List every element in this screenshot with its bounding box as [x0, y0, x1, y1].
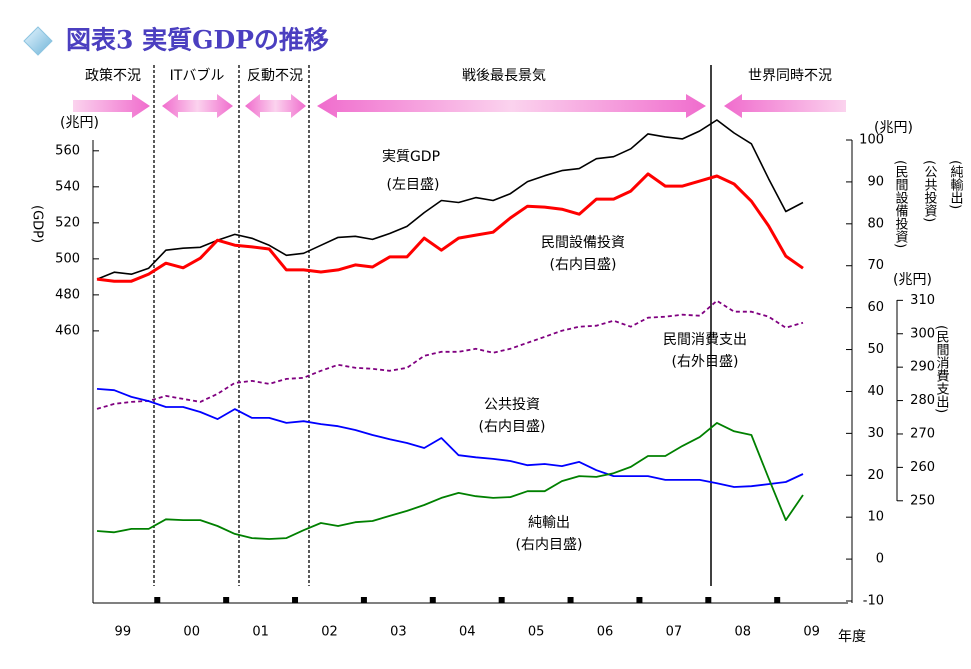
title-icon — [23, 26, 53, 56]
y2-tick-label: 100 — [859, 133, 884, 148]
y2-axis-title: (公共投資) — [922, 160, 938, 222]
series-label: 実質GDP — [382, 149, 440, 165]
y3-tick-label: 280 — [910, 393, 935, 408]
y2-tick-label: 40 — [867, 384, 884, 399]
y2-tick-label: 90 — [867, 174, 884, 189]
period-label: ITバブル — [170, 67, 225, 84]
x-tick-label: 01 — [252, 625, 269, 640]
year-marker — [498, 597, 505, 603]
y2-tick-label: 60 — [867, 300, 884, 315]
series-label: 民間設備投資 — [541, 235, 625, 251]
year-marker — [636, 597, 643, 603]
y-unit: (兆円) — [60, 115, 99, 131]
x-tick-label: 06 — [597, 625, 614, 640]
series-line — [96, 388, 804, 488]
y-tick-label: 480 — [55, 287, 80, 302]
y3-tick-label: 260 — [910, 460, 935, 475]
y3-axis-title: (民間消費支出) — [934, 325, 950, 413]
y2-tick-label: -10 — [863, 594, 884, 609]
year-marker — [223, 597, 230, 603]
year-marker — [567, 597, 574, 603]
period-arrows — [73, 94, 846, 118]
y3-unit: (兆円) — [893, 272, 932, 288]
x-tick-label: 05 — [528, 625, 545, 640]
x-axis-title: 年度 — [838, 629, 866, 645]
x-tick-label: 00 — [183, 625, 200, 640]
series-label: 公共投資 — [484, 397, 540, 413]
year-marker — [705, 597, 712, 603]
y2-tick-label: 80 — [867, 216, 884, 231]
y2-tick-label: 50 — [867, 342, 884, 357]
y2-unit: (兆円) — [874, 120, 913, 136]
x-tick-label: 02 — [321, 625, 338, 640]
series-note: (右内目盛) — [550, 257, 617, 273]
series-note: (右外目盛) — [672, 354, 739, 370]
y2-tick-label: 0 — [876, 552, 884, 567]
series-line — [96, 422, 804, 540]
x-tick-label: 07 — [666, 625, 683, 640]
year-marker — [292, 597, 299, 603]
y-axis-title: (GDP) — [30, 205, 45, 243]
year-marker — [774, 597, 781, 603]
series-line — [96, 299, 804, 410]
x-tick-label: 03 — [390, 625, 407, 640]
y3-tick-label: 250 — [910, 493, 935, 508]
y-tick-label: 540 — [55, 179, 80, 194]
year-marker — [360, 597, 367, 603]
x-tick-label: 08 — [734, 625, 751, 640]
series-line — [96, 172, 804, 283]
series-label: 純輸出 — [528, 515, 570, 531]
y2-tick-label: 70 — [867, 258, 884, 273]
series-note: (右内目盛) — [516, 537, 583, 553]
y2-tick-label: 20 — [867, 468, 884, 483]
chart-title: 図表3 実質GDPの推移 — [66, 26, 329, 55]
x-tick-label: 04 — [459, 625, 476, 640]
y3-tick-label: 270 — [910, 426, 935, 441]
series-label: 民間消費支出 — [663, 332, 747, 348]
y-tick-label: 460 — [55, 323, 80, 338]
y3-tick-label: 290 — [910, 360, 935, 375]
period-label: 反動不況 — [247, 68, 303, 84]
period-label: 世界同時不況 — [748, 68, 832, 84]
y2-tick-label: 30 — [867, 426, 884, 441]
y3-tick-label: 300 — [910, 326, 935, 341]
y2-axis-title: (純輸出) — [948, 160, 964, 209]
series-note: (左目盛) — [387, 177, 440, 193]
x-tick-label: 09 — [803, 625, 820, 640]
y-tick-label: 560 — [55, 143, 80, 158]
year-marker — [429, 597, 436, 603]
year-marker — [154, 597, 161, 603]
y2-tick-label: 10 — [867, 510, 884, 525]
y-tick-label: 520 — [55, 215, 80, 230]
y3-tick-label: 310 — [910, 293, 935, 308]
y2-axis-title: (民間設備投資) — [893, 160, 909, 248]
y-tick-label: 500 — [55, 251, 80, 266]
period-label: 政策不況 — [85, 67, 141, 84]
series-note: (右内目盛) — [479, 419, 546, 435]
x-tick-label: 99 — [115, 625, 132, 640]
period-label: 戦後最長景気 — [462, 68, 546, 84]
